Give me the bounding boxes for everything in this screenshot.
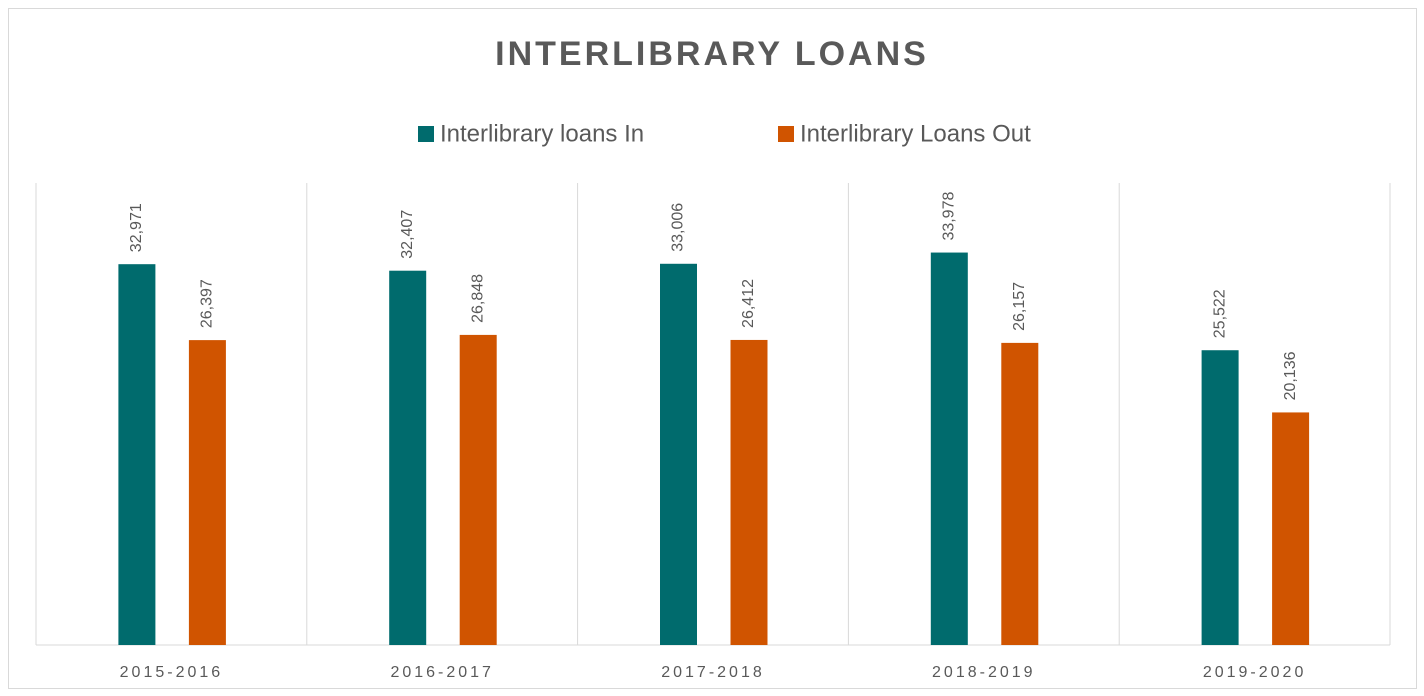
x-tick-label: 2018-2019 — [932, 664, 1036, 681]
legend-swatch — [418, 126, 434, 142]
bar — [730, 339, 768, 645]
bar — [1272, 412, 1310, 645]
data-label: 25,522 — [1211, 289, 1228, 338]
data-label: 26,397 — [199, 279, 216, 328]
x-tick-label: 2017-2018 — [661, 664, 765, 681]
bar — [930, 252, 968, 646]
chart-title: INTERLIBRARY LOANS — [495, 35, 929, 73]
data-label: 26,157 — [1011, 282, 1028, 331]
bar — [389, 270, 427, 645]
legend-label: Interlibrary loans In — [440, 120, 644, 147]
legend-label: Interlibrary Loans Out — [800, 120, 1031, 147]
data-label: 26,848 — [469, 274, 486, 323]
data-label: 26,412 — [740, 279, 757, 328]
data-label: 32,971 — [128, 203, 145, 252]
legend-swatch — [778, 126, 794, 142]
bar — [188, 340, 226, 645]
chart-border — [8, 8, 1417, 689]
data-label: 32,407 — [399, 210, 416, 259]
bar — [660, 263, 697, 645]
bar — [1001, 342, 1039, 645]
bar — [1201, 350, 1239, 645]
bar — [118, 264, 156, 645]
data-label: 20,136 — [1282, 351, 1299, 400]
x-tick-label: 2019-2020 — [1203, 664, 1307, 681]
data-label: 33,006 — [670, 203, 687, 252]
x-tick-label: 2016-2017 — [390, 664, 494, 681]
bar — [459, 334, 497, 645]
x-tick-label: 2015-2016 — [120, 664, 224, 681]
data-label: 33,978 — [941, 192, 958, 241]
